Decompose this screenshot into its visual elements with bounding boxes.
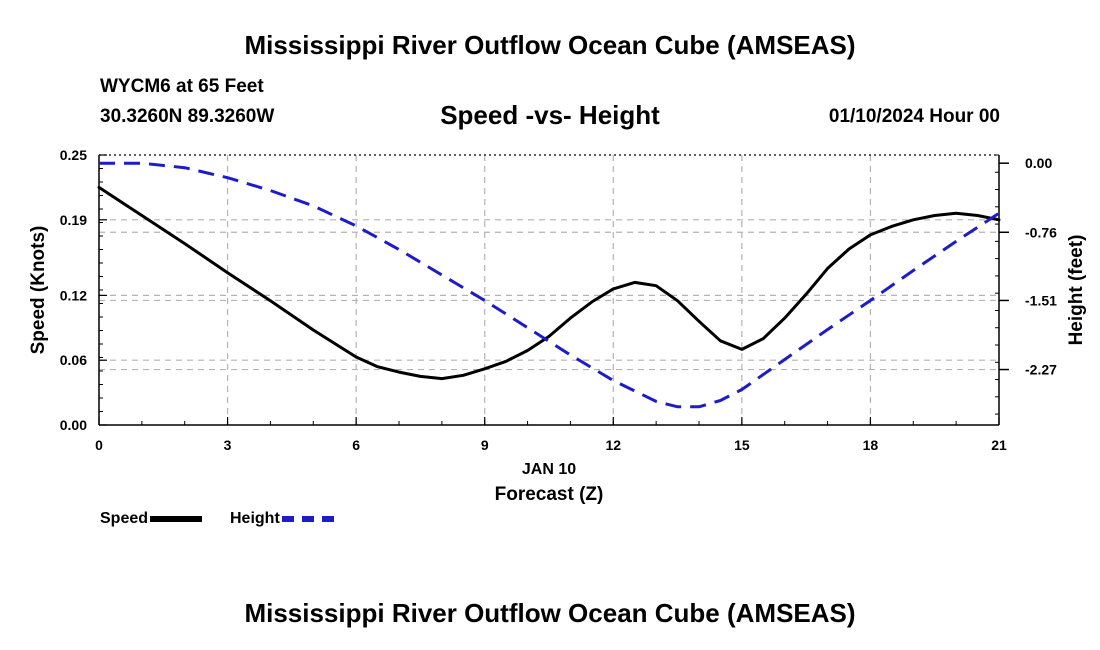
x-tick-label: 18 bbox=[863, 437, 879, 453]
y2-axis-title: Height (feet) bbox=[1066, 235, 1087, 346]
x-tick-label: 3 bbox=[224, 437, 232, 453]
x-tick-label: 12 bbox=[605, 437, 621, 453]
y2-tick-label: 0.00 bbox=[1025, 155, 1052, 171]
legend-speed: Speed bbox=[100, 508, 203, 530]
y-axis-title: Speed (Knots) bbox=[28, 226, 49, 355]
legend-speed-label: Speed bbox=[100, 510, 149, 527]
x-tick-label: 6 bbox=[352, 437, 360, 453]
y-tick-label: 0.25 bbox=[60, 147, 87, 163]
footer-title: Mississippi River Outflow Ocean Cube (AM… bbox=[244, 598, 856, 628]
y-tick-label: 0.06 bbox=[60, 352, 87, 368]
x-tick-label: 15 bbox=[734, 437, 750, 453]
x-date-label: JAN 10 bbox=[522, 461, 576, 478]
chart-subtitle: Speed -vs- Height bbox=[440, 100, 660, 130]
y-tick-label: 0.12 bbox=[60, 287, 87, 303]
legend-height-label: Height bbox=[230, 510, 280, 527]
y-tick-label: 0.00 bbox=[60, 417, 87, 433]
legend-height-swatch bbox=[281, 516, 334, 522]
x-tick-label: 21 bbox=[991, 437, 1007, 453]
datetime-label: 01/10/2024 Hour 00 bbox=[828, 106, 1000, 127]
x-tick-label: 9 bbox=[481, 437, 489, 453]
y2-tick-label: -2.27 bbox=[1025, 362, 1057, 378]
y2-tick-label: -0.76 bbox=[1025, 224, 1057, 240]
y2-tick-label: -1.51 bbox=[1025, 292, 1057, 308]
x-axis-title: Forecast (Z) bbox=[495, 484, 604, 505]
series-speed-line bbox=[97, 185, 1001, 381]
legend-height: Height bbox=[230, 508, 334, 530]
legend-speed-swatch bbox=[150, 516, 203, 522]
main-title: Mississippi River Outflow Ocean Cube (AM… bbox=[244, 30, 856, 60]
x-tick-label: 0 bbox=[95, 437, 103, 453]
coordinates-label: 30.3260N 89.3260W bbox=[100, 106, 275, 127]
series-height-line bbox=[99, 161, 1000, 409]
y-tick-label: 0.19 bbox=[60, 212, 87, 228]
station-label: WYCM6 at 65 Feet bbox=[100, 76, 264, 97]
